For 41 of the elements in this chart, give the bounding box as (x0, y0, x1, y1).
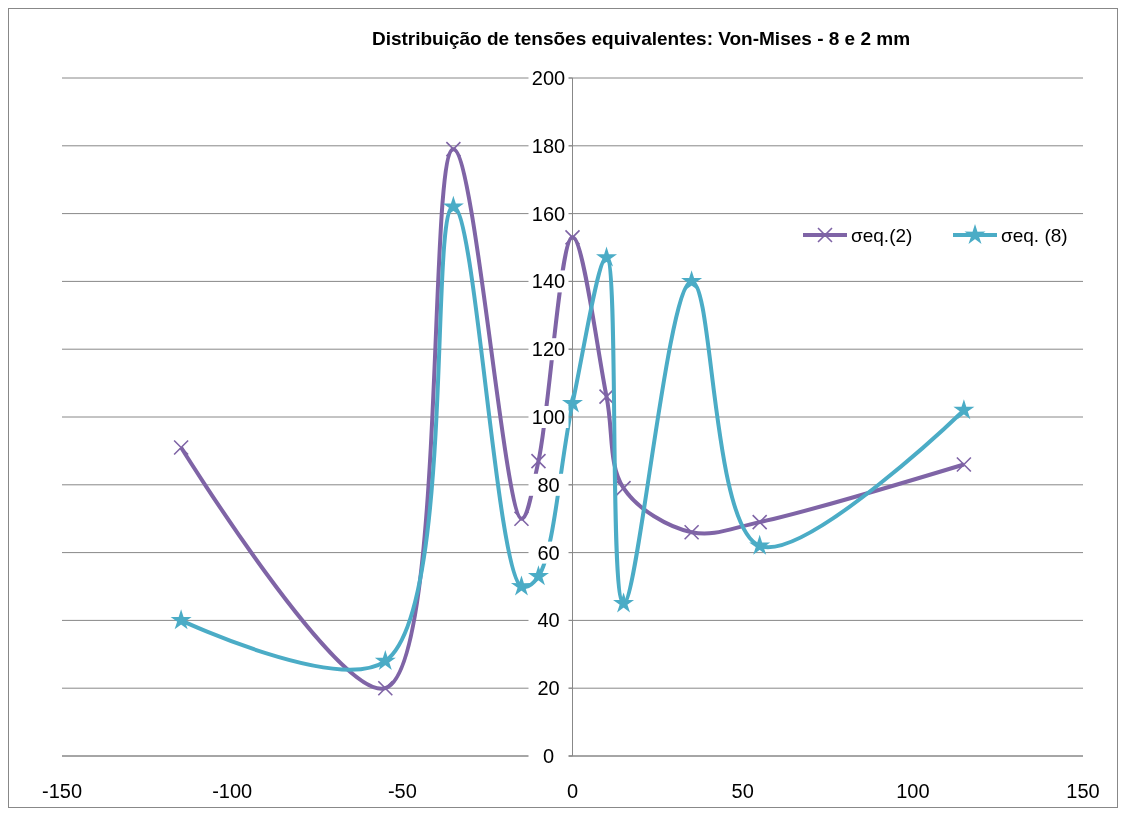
y-tick-label: 60 (537, 541, 560, 564)
x-tick-label: 150 (1066, 780, 1100, 802)
point (956, 456, 972, 473)
y-tick-label: 160 (531, 202, 566, 225)
point (597, 248, 616, 266)
y-tick-label: 20 (537, 677, 560, 700)
point (614, 594, 633, 612)
point (564, 229, 581, 246)
y-tick-label: 0 (542, 745, 555, 767)
point (955, 401, 973, 418)
y-tick-label: 40 (537, 609, 560, 632)
y-tick-label: 180 (531, 134, 566, 157)
point (173, 439, 189, 456)
point (563, 394, 582, 412)
point (683, 524, 700, 541)
legend-label: σeq. (8) (1001, 224, 1068, 246)
x-tick-label: -100 (212, 780, 253, 802)
point (682, 272, 701, 289)
y-tick-label: 80 (537, 473, 560, 496)
point (530, 453, 547, 469)
point (172, 611, 190, 628)
x-tick-label: 100 (896, 780, 930, 802)
point (751, 514, 768, 530)
point (444, 197, 463, 215)
x-tick-label: -150 (41, 780, 83, 802)
x-tick-label: 50 (731, 780, 754, 802)
point (376, 651, 395, 669)
point (513, 510, 530, 527)
point (445, 141, 462, 157)
legend-label: σeq.(2) (851, 224, 913, 246)
y-tick-label: 200 (531, 67, 566, 89)
y-tick-label: 120 (531, 338, 566, 361)
point (377, 680, 394, 696)
y-tick-label: 100 (531, 406, 566, 428)
point (750, 536, 769, 554)
chart-title: Distribuição de tensões equivalentes: Von-Mises - 8 e 2 mm (371, 28, 911, 49)
x-tick-label: -50 (387, 780, 417, 802)
point (615, 480, 632, 496)
y-tick-label: 140 (531, 270, 566, 293)
point (512, 577, 531, 595)
point (529, 567, 548, 584)
